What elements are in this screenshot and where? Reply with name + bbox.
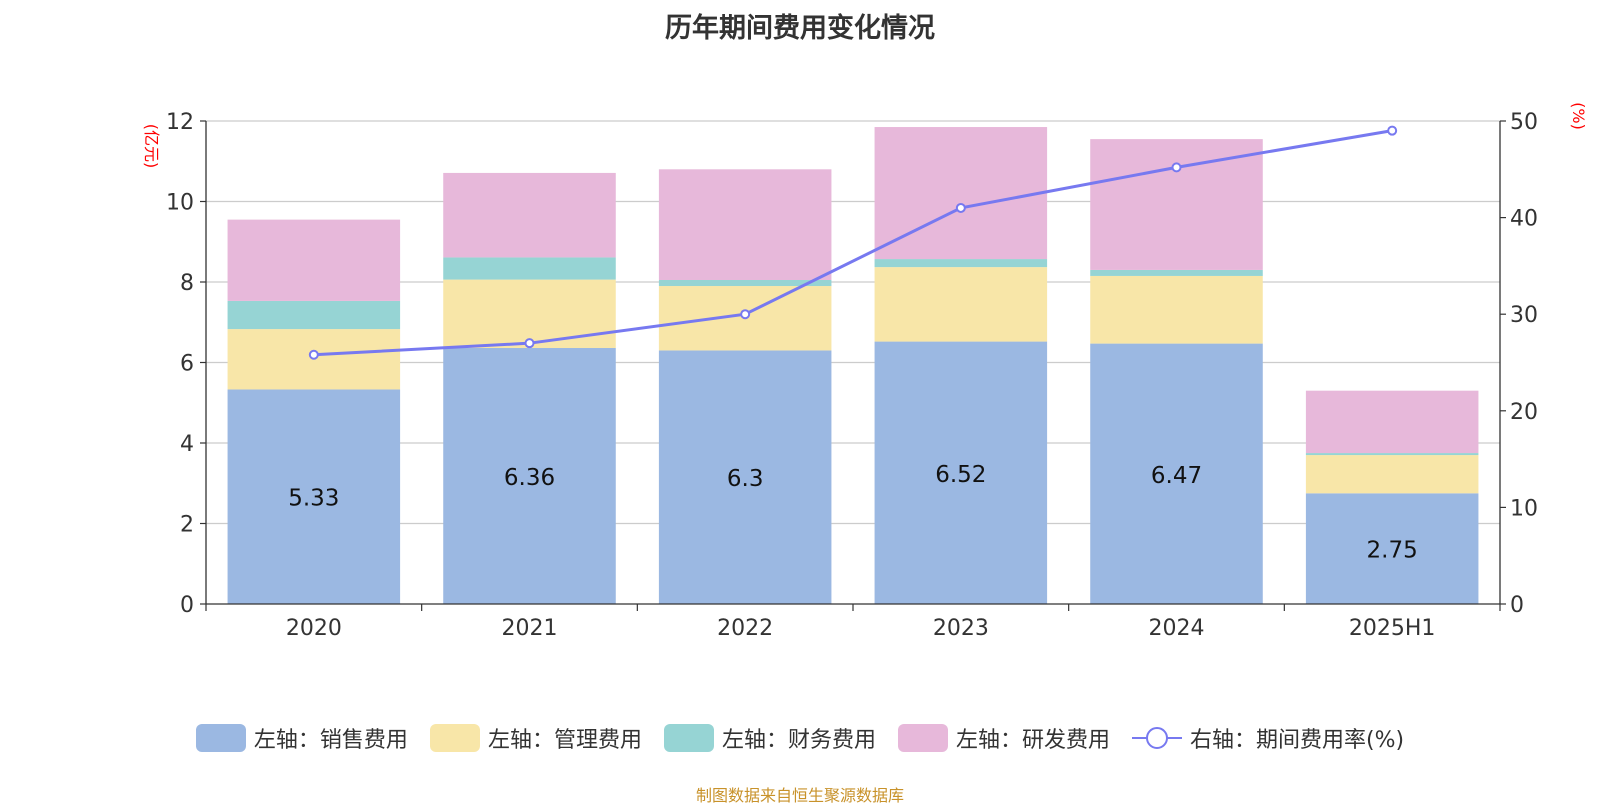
data-labels: 5.33 6.36 6.3 6.52 6.47 2.75 xyxy=(288,462,1418,564)
rate-point xyxy=(1387,125,1398,136)
chart-canvas: 0 2 4 6 8 10 12 0 10 20 30 40 50 2020 2021 2022 2023 2024… xyxy=(142,102,1588,641)
bar-segment-1 xyxy=(443,279,616,349)
bar-segment-3 xyxy=(658,169,832,280)
line-series xyxy=(308,125,1398,360)
chart-title: 历年期间费用变化情况 xyxy=(665,13,935,44)
data-label: 2.75 xyxy=(1367,538,1418,564)
bar-segment-0 xyxy=(658,350,832,604)
x-tick-label: 2023 xyxy=(933,616,989,641)
bar-segment-3 xyxy=(1305,390,1479,454)
bar-series xyxy=(227,127,1479,604)
right-tick-label: 10 xyxy=(1510,496,1538,521)
right-tick-label: 40 xyxy=(1510,207,1538,232)
legend: 左轴：销售费用 左轴：管理费用 左轴：财务费用 左轴：研发费用 右轴：期间费用率(%) xyxy=(0,722,1600,754)
legend-label: 左轴：管理费用 xyxy=(487,728,642,753)
legend-label: 左轴：研发费用 xyxy=(955,728,1110,753)
left-axis-unit: (亿元) xyxy=(142,124,161,169)
bar-segment-1 xyxy=(1305,455,1479,494)
rate-point xyxy=(955,202,966,213)
bar-segment-3 xyxy=(227,219,401,301)
right-axis-unit: (%) xyxy=(1569,102,1588,130)
right-tick-label: 20 xyxy=(1510,400,1538,425)
bar-segment-2 xyxy=(1090,269,1263,276)
x-tick-label: 2024 xyxy=(1149,616,1205,641)
axes: 0 2 4 6 8 10 12 0 10 20 30 40 50 2020 2021 2022 2023 2024… xyxy=(166,110,1538,641)
legend-swatch xyxy=(897,724,948,752)
left-tick-label: 8 xyxy=(180,271,194,296)
left-tick-label: 12 xyxy=(166,110,194,135)
bar-segment-1 xyxy=(874,267,1048,342)
data-label: 5.33 xyxy=(288,486,339,512)
right-tick-label: 30 xyxy=(1510,303,1538,328)
legend-item[interactable]: 左轴：管理费用 xyxy=(429,722,642,754)
rate-point xyxy=(1171,162,1182,173)
data-label: 6.52 xyxy=(935,462,986,488)
bar-segment-2 xyxy=(227,300,401,330)
legend-line-icon xyxy=(1131,727,1182,749)
rate-point xyxy=(740,309,751,320)
left-tick-label: 6 xyxy=(180,352,194,377)
x-tick-label: 2022 xyxy=(717,616,773,641)
bar-segment-0 xyxy=(1305,493,1479,604)
bar-segment-1 xyxy=(1090,275,1263,344)
left-tick-label: 0 xyxy=(180,593,194,618)
bar-segment-0 xyxy=(1090,343,1263,604)
grid-lines xyxy=(206,120,1500,525)
data-label: 6.47 xyxy=(1151,463,1202,489)
bar-segment-2 xyxy=(443,257,616,280)
legend-swatch xyxy=(195,724,246,752)
data-label: 6.36 xyxy=(504,465,555,491)
source-note: 制图数据来自恒生聚源数据库 xyxy=(695,786,904,805)
legend-swatch xyxy=(429,724,480,752)
right-tick-label: 50 xyxy=(1510,110,1538,135)
legend-label: 左轴：销售费用 xyxy=(253,728,408,753)
legend-item[interactable]: 右轴：期间费用率(%) xyxy=(1131,722,1405,754)
left-tick-label: 4 xyxy=(180,432,194,457)
bar-segment-2 xyxy=(874,259,1048,268)
legend-label: 左轴：财务费用 xyxy=(721,728,876,753)
rate-point xyxy=(524,338,535,349)
data-label: 6.3 xyxy=(727,466,764,492)
legend-item[interactable]: 左轴：财务费用 xyxy=(663,722,876,754)
bar-segment-0 xyxy=(443,348,616,604)
rate-point xyxy=(308,349,319,360)
x-tick-label: 2020 xyxy=(286,616,342,641)
left-tick-label: 10 xyxy=(166,191,194,216)
bar-segment-2 xyxy=(1305,453,1479,456)
legend-item[interactable]: 左轴：研发费用 xyxy=(897,722,1110,754)
bar-segment-3 xyxy=(443,172,616,258)
legend-swatch xyxy=(663,724,714,752)
left-tick-label: 2 xyxy=(180,513,194,538)
bar-segment-0 xyxy=(874,341,1048,604)
bar-segment-0 xyxy=(227,389,401,604)
bar-segment-3 xyxy=(1090,139,1263,270)
right-tick-label: 0 xyxy=(1510,593,1524,618)
legend-item[interactable]: 左轴：销售费用 xyxy=(195,722,408,754)
rate-line xyxy=(313,129,1393,357)
x-tick-label: 2021 xyxy=(502,616,558,641)
bar-segment-2 xyxy=(658,279,832,287)
x-tick-label: 2025H1 xyxy=(1349,616,1436,641)
legend-label: 右轴：期间费用率(%) xyxy=(1189,728,1405,753)
